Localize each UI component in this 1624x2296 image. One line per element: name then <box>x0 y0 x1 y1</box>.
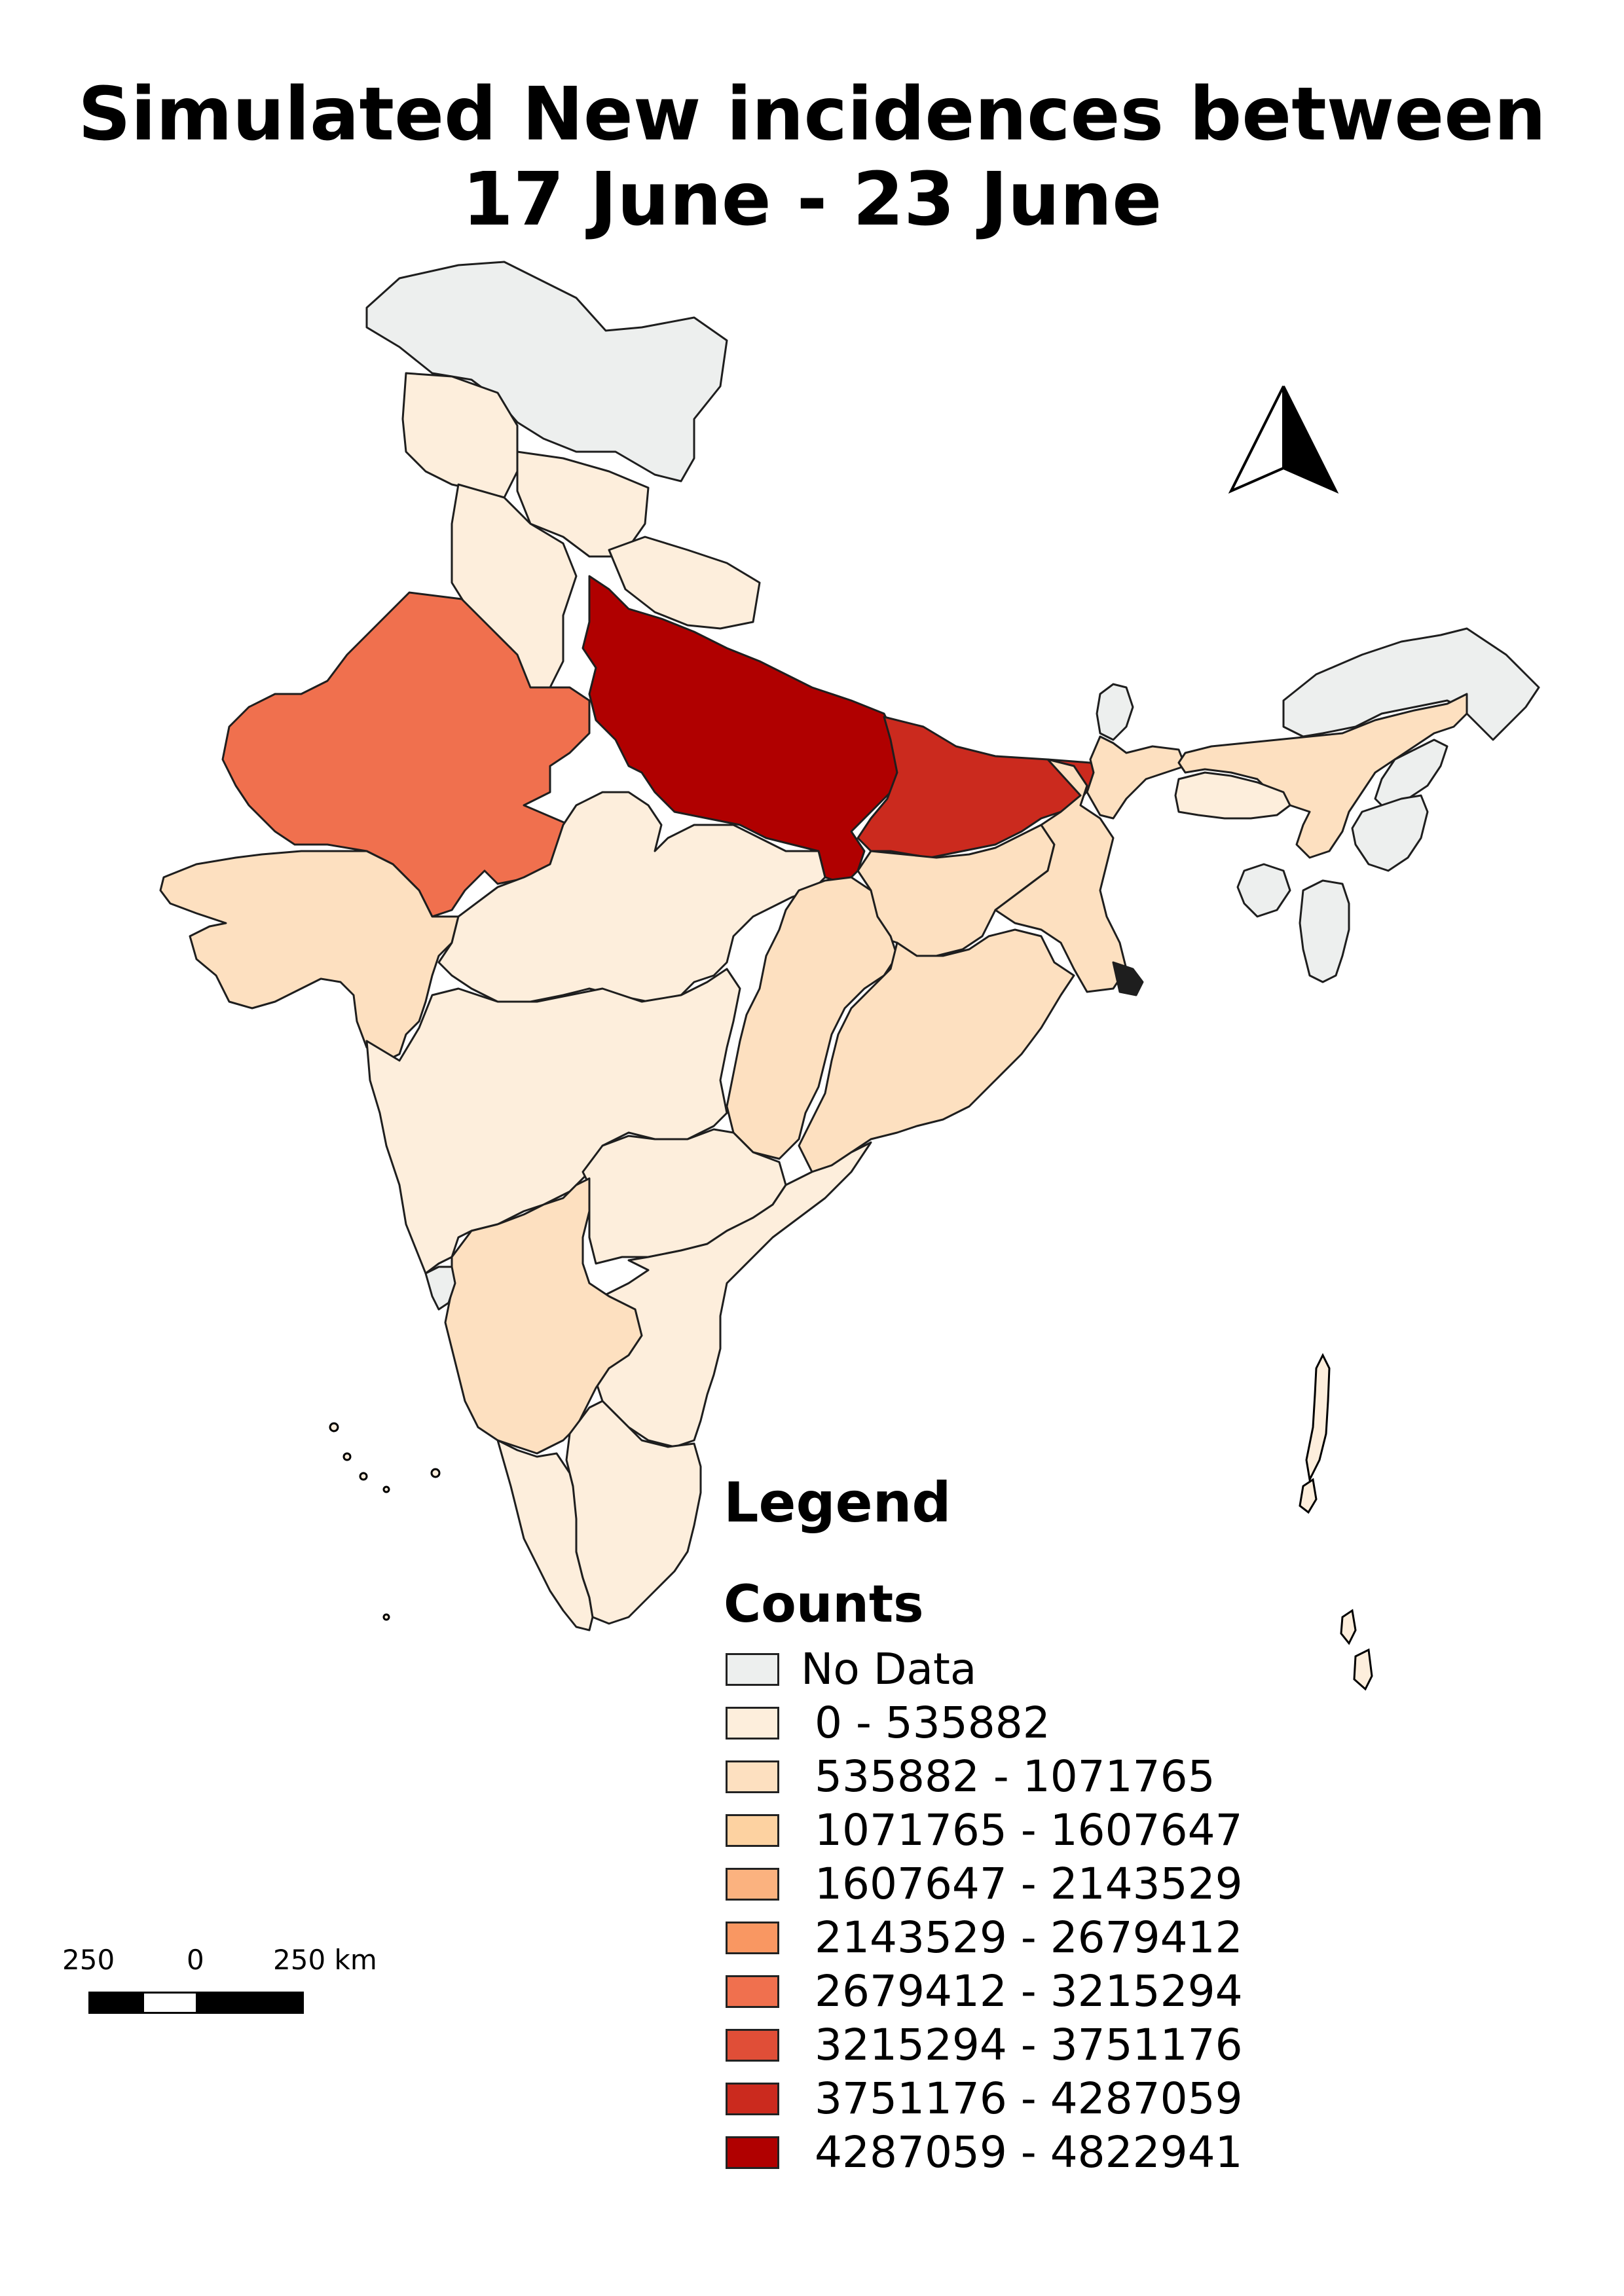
legend-swatch <box>726 2136 779 2169</box>
nicobar-islands <box>1340 1609 1357 1645</box>
legend-label: 2679412 - 3215294 <box>801 1966 1243 2016</box>
legend-label: 3215294 - 3751176 <box>801 2020 1243 2070</box>
region-bihar <box>857 716 1101 859</box>
scale-label-left: 250 <box>62 1944 115 1976</box>
north-arrow-icon <box>1228 386 1339 494</box>
scale-label-zero: 0 <box>187 1944 204 1976</box>
legend-item: 3215294 - 3751176 <box>724 2018 1313 2072</box>
legend-item: 535882 - 1071765 <box>724 1750 1313 1804</box>
region-mizoram <box>1299 879 1350 983</box>
legend-label: 4287059 - 4822941 <box>801 2127 1243 2178</box>
title-line-1: Simulated New incidences between <box>78 72 1546 157</box>
legend-label: 1071765 - 1607647 <box>801 1805 1243 1855</box>
lakshadweep-island-1 <box>329 1422 339 1432</box>
region-karnataka <box>444 1177 643 1455</box>
legend-item: No Data <box>724 1643 1313 1696</box>
region-west-bengal <box>994 758 1128 993</box>
legend-label: 535882 - 1071765 <box>801 1751 1215 1802</box>
legend-item: 2143529 - 2679412 <box>724 1911 1313 1965</box>
scale-segment-2 <box>142 1992 198 2014</box>
legend-item: 3751176 - 4287059 <box>724 2072 1313 2126</box>
region-odisha <box>798 928 1075 1173</box>
legend-swatch <box>726 1707 779 1740</box>
legend-swatch <box>726 1868 779 1901</box>
legend-item: 2679412 - 3215294 <box>724 1965 1313 2018</box>
legend-swatch <box>726 1922 779 1954</box>
scale-bar: 250 0 250 km <box>62 1944 429 2036</box>
region-assam <box>1177 693 1468 859</box>
region-chhattisgarh <box>726 876 898 1160</box>
legend-item: 4287059 - 4822941 <box>724 2126 1313 2179</box>
legend: Legend Counts No Data 0 - 535882 535882 … <box>724 1470 1313 2179</box>
region-sikkim <box>1096 683 1134 741</box>
lakshadweep-island-3 <box>359 1472 368 1481</box>
legend-swatch <box>726 1653 779 1686</box>
legend-swatch <box>726 1760 779 1793</box>
nicobar-islands-south <box>1353 1648 1373 1691</box>
legend-swatch <box>726 2029 779 2062</box>
scale-segment-1 <box>88 1992 144 2014</box>
region-manipur <box>1351 794 1429 872</box>
scale-label-right: 250 km <box>273 1944 377 1976</box>
legend-label: No Data <box>801 1644 977 1694</box>
legend-label: 0 - 535882 <box>801 1698 1050 1748</box>
legend-item: 1071765 - 1607647 <box>724 1804 1313 1857</box>
scale-segment-3 <box>196 1992 304 2014</box>
map-title: Simulated New incidences between 17 June… <box>0 72 1624 242</box>
region-jammu-kashmir <box>365 261 728 483</box>
island-territories <box>329 1353 1373 1691</box>
minicoy-island <box>382 1613 390 1621</box>
legend-swatch <box>726 1814 779 1847</box>
lakshadweep-island-4 <box>430 1468 441 1478</box>
lakshadweep-island-2 <box>342 1452 352 1461</box>
region-goa <box>424 1266 456 1311</box>
legend-item: 1607647 - 2143529 <box>724 1857 1313 1911</box>
region-north-bengal <box>1086 735 1187 820</box>
legend-item: 0 - 535882 <box>724 1696 1313 1750</box>
andaman-islands <box>1305 1353 1331 1483</box>
legend-label: 1607647 - 2143529 <box>801 1859 1243 1909</box>
lakshadweep-island-5 <box>382 1485 390 1493</box>
legend-subtitle: Counts <box>724 1575 924 1634</box>
legend-swatch <box>726 2083 779 2115</box>
legend-swatch <box>726 1975 779 2008</box>
region-uttarakhand <box>608 536 761 630</box>
legend-title: Legend <box>724 1470 951 1535</box>
region-east-bengal-edge <box>1112 961 1144 996</box>
legend-label: 3751176 - 4287059 <box>801 2073 1243 2124</box>
region-meghalaya <box>1174 771 1291 820</box>
region-arunachal-pradesh <box>1282 627 1540 741</box>
title-line-2: 17 June - 23 June <box>462 157 1162 242</box>
region-tripura <box>1236 863 1291 918</box>
legend-label: 2143529 - 2679412 <box>801 1912 1243 1963</box>
andaman-islands-south <box>1299 1478 1318 1514</box>
region-rajasthan <box>221 591 591 918</box>
region-nagaland <box>1374 738 1449 813</box>
region-tamil-nadu <box>565 1400 702 1625</box>
